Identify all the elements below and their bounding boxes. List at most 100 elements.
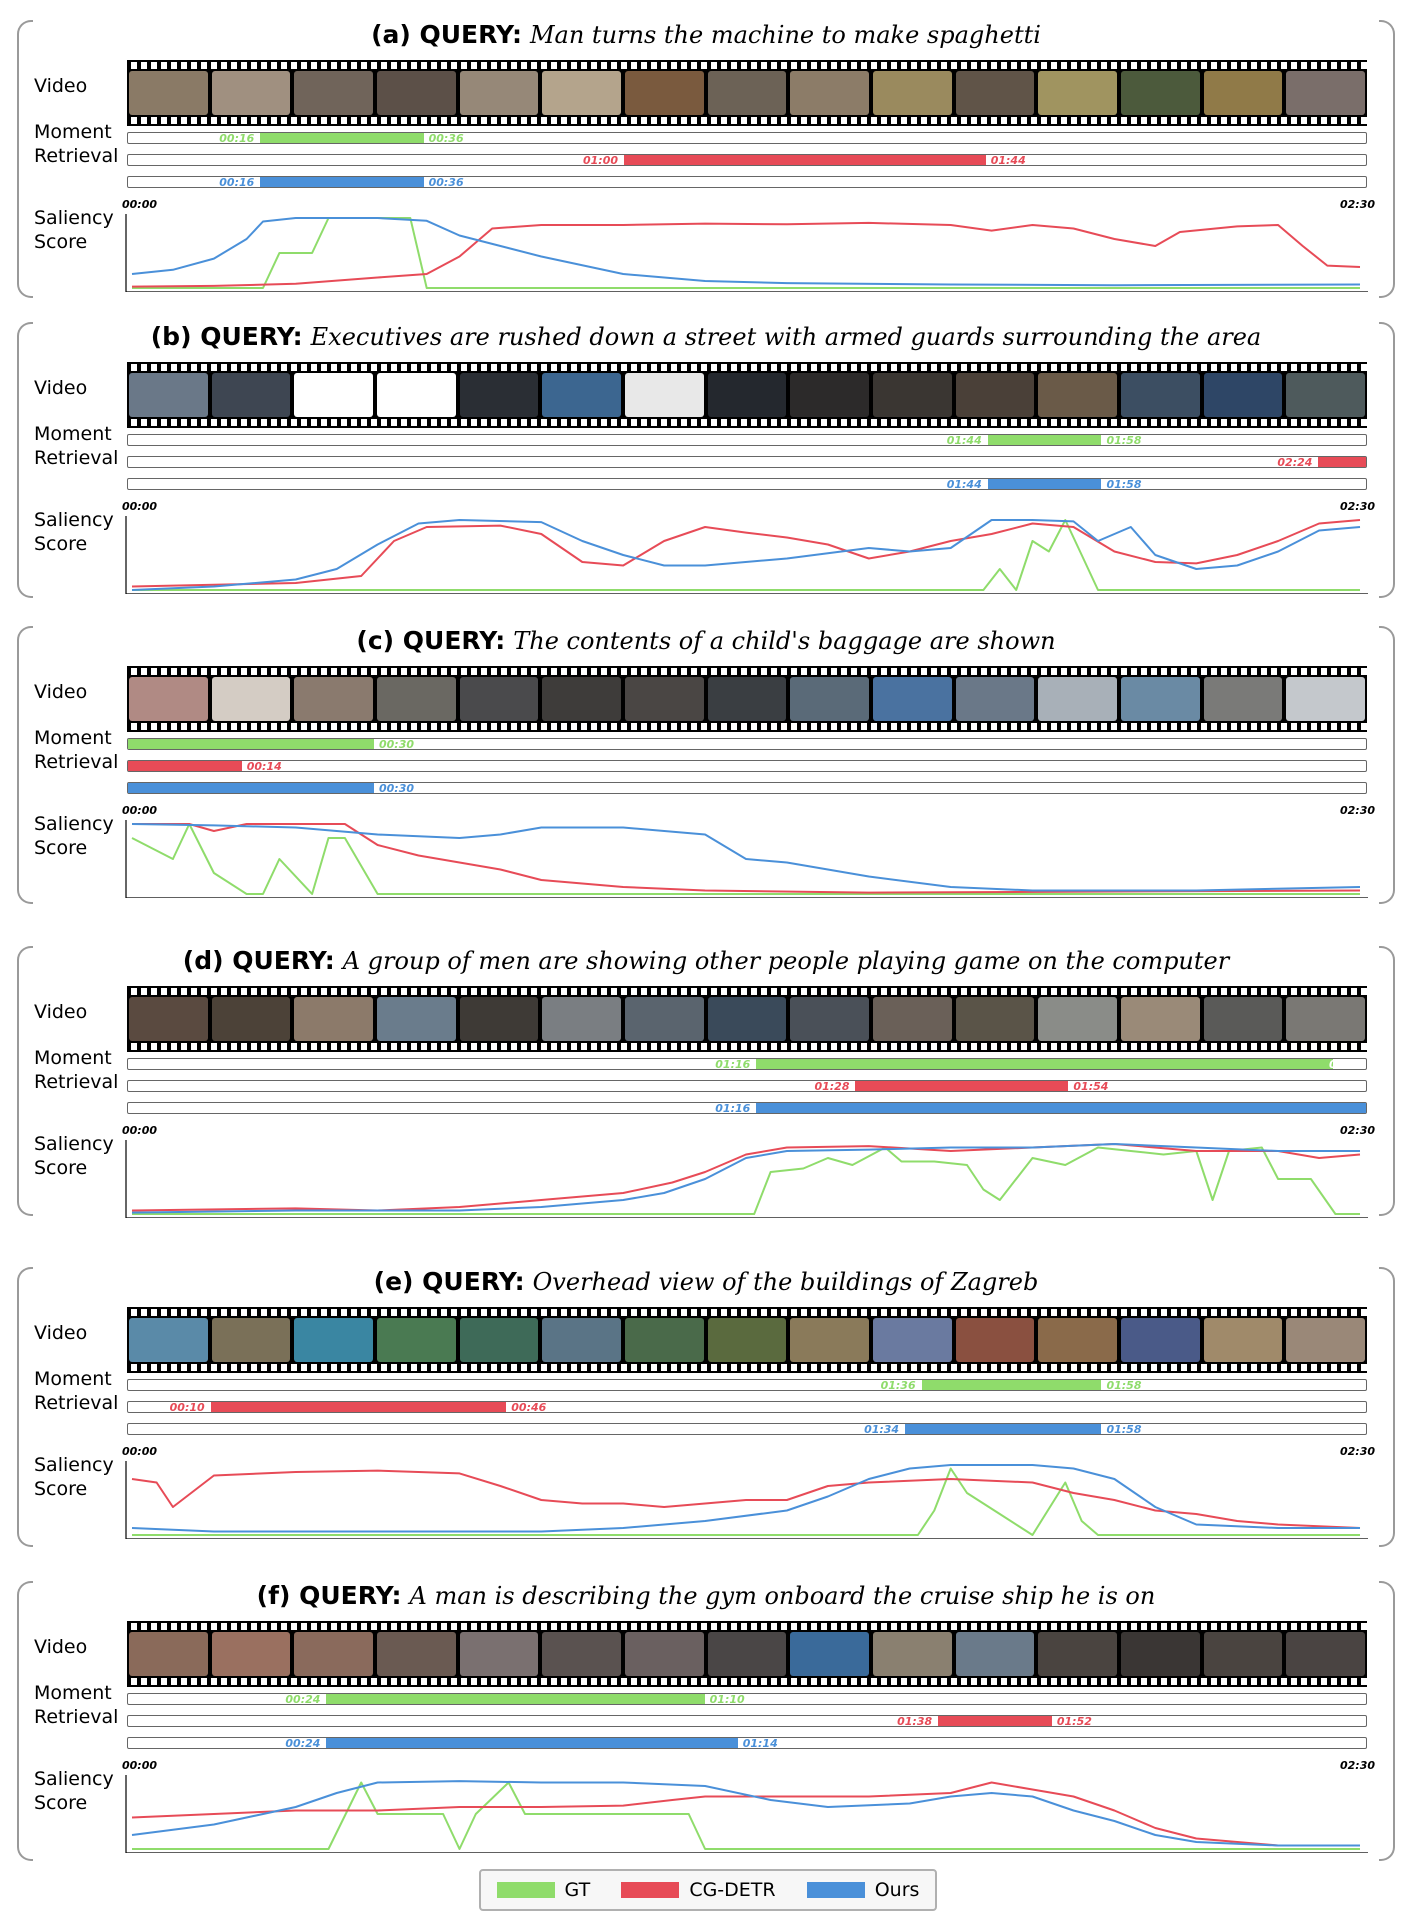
moment-track-ours: 01:34 01:58 xyxy=(127,1423,1367,1436)
panel-f: (f) QUERY: A man is describing the gym on… xyxy=(0,1581,1412,1861)
moment-retrieval-label: Moment xyxy=(34,121,112,143)
video-frame xyxy=(707,1318,787,1362)
video-frame xyxy=(790,373,870,417)
video-frame xyxy=(955,1318,1035,1362)
moment-end-label: 00:14 xyxy=(246,760,282,773)
legend-swatch-gt xyxy=(496,1882,555,1898)
video-frame xyxy=(707,997,787,1041)
video-frame xyxy=(1038,1318,1118,1362)
moment-segment-gt xyxy=(987,435,1102,445)
moment-start-label: 01:44 xyxy=(946,434,982,447)
video-filmstrip xyxy=(127,362,1367,428)
saliency-chart: 0.010.020.030.040.050.060.070.080.090.01… xyxy=(125,516,1368,594)
video-frame xyxy=(1286,997,1366,1041)
moment-segment-cgdetr xyxy=(938,1716,1052,1726)
moment-retrieval-label: Retrieval xyxy=(34,1071,119,1093)
moment-start-label: 00:24 xyxy=(285,1693,321,1706)
video-frames xyxy=(129,373,1366,417)
moment-end-label: 00:36 xyxy=(428,132,464,145)
query-prefix: (d) QUERY: xyxy=(182,946,335,975)
moment-end-label: 01:44 xyxy=(990,154,1026,167)
moment-end-label: 01:58 xyxy=(1106,478,1142,491)
moment-segment-gt xyxy=(128,739,374,749)
query-text: A group of men are showing other people … xyxy=(342,947,1230,975)
query-prefix: (b) QUERY: xyxy=(150,322,303,351)
series-line-cgdetr xyxy=(131,519,1361,588)
moment-track-cgdetr: 01:00 01:44 xyxy=(127,154,1367,167)
film-perforation xyxy=(127,117,1367,124)
video-frame xyxy=(1203,1632,1283,1676)
legend-item-ours: Ours xyxy=(806,1879,919,1901)
query-prefix: (a) QUERY: xyxy=(371,20,522,49)
panel-bracket-left xyxy=(17,20,33,298)
moment-segment-ours xyxy=(987,479,1102,489)
timeline-end: 02:30 xyxy=(1340,1445,1376,1458)
saliency-chart: 0.010.020.030.040.050.060.070.080.090.01… xyxy=(125,1461,1368,1539)
video-frame xyxy=(873,71,952,115)
film-perforation xyxy=(127,988,1367,995)
video-frame xyxy=(790,1632,870,1676)
video-frame xyxy=(542,1318,622,1362)
video-frame xyxy=(1286,373,1366,417)
moment-end-label: 02:26 xyxy=(1328,1058,1364,1071)
video-frame xyxy=(873,677,952,721)
series-line-ours xyxy=(131,1780,1360,1847)
moment-segment-cgdetr xyxy=(128,761,242,771)
panel-d: (d) QUERY: A group of men are showing oth… xyxy=(0,946,1412,1218)
moment-track-ours: 01:16 xyxy=(127,1102,1367,1115)
video-frame xyxy=(1038,1632,1118,1676)
moment-segment-cgdetr xyxy=(855,1081,1069,1091)
query-prefix: (c) QUERY: xyxy=(356,626,506,655)
video-frame xyxy=(1121,373,1200,417)
timeline-start: 00:00 xyxy=(122,1759,158,1772)
video-frame xyxy=(873,1632,952,1676)
moment-segment-cgdetr xyxy=(1318,457,1366,467)
video-frame xyxy=(294,997,374,1041)
video-frame xyxy=(129,677,208,721)
video-frame xyxy=(1203,997,1283,1041)
video-frame xyxy=(377,677,456,721)
video-frame xyxy=(790,677,870,721)
series-line-ours xyxy=(131,217,1361,287)
film-perforation xyxy=(127,419,1367,426)
query-text: Overhead view of the buildings of Zagreb xyxy=(532,1268,1039,1296)
moment-retrieval-label: Retrieval xyxy=(34,751,119,773)
legend-item-gt: GT xyxy=(496,1879,590,1901)
moment-start-label: 01:16 xyxy=(715,1102,751,1115)
video-frame xyxy=(294,71,374,115)
video-frame xyxy=(211,71,291,115)
video-frame xyxy=(625,997,704,1041)
moment-segment-cgdetr xyxy=(210,1402,507,1412)
moment-segment-ours xyxy=(128,783,374,793)
moment-track-ours: 00:30 xyxy=(127,782,1367,795)
video-frame xyxy=(1286,677,1366,721)
video-frame xyxy=(955,71,1035,115)
video-frame xyxy=(873,997,952,1041)
video-frame xyxy=(625,373,704,417)
moment-end-label: 01:52 xyxy=(1056,1715,1092,1728)
video-label: Video xyxy=(34,681,88,703)
query-title: (f) QUERY: A man is describing the gym on… xyxy=(0,1581,1412,1617)
moment-start-label: 02:24 xyxy=(1277,456,1313,469)
video-frame xyxy=(1286,1632,1366,1676)
video-frame xyxy=(625,677,704,721)
legend-item-cgdetr: CG-DETR xyxy=(621,1879,776,1901)
series-line-gt xyxy=(131,823,1360,895)
panel-bracket-right xyxy=(1379,322,1395,598)
saliency-chart: 0.010.020.030.040.050.060.070.080.090.01… xyxy=(125,1775,1368,1853)
timeline-start: 00:00 xyxy=(122,804,158,817)
moment-end-label: 01:58 xyxy=(1106,434,1142,447)
video-frames xyxy=(129,71,1366,115)
moment-track-cgdetr: 01:28 01:54 xyxy=(127,1080,1367,1093)
series-line-cgdetr xyxy=(131,1781,1360,1847)
video-frame xyxy=(707,677,787,721)
video-frame xyxy=(790,997,870,1041)
video-frame xyxy=(707,1632,787,1676)
film-perforation xyxy=(127,723,1367,730)
moment-segment-ours xyxy=(260,177,424,187)
timeline-end: 02:30 xyxy=(1340,1759,1376,1772)
moment-segment-ours xyxy=(756,1103,1366,1113)
video-frame xyxy=(377,1632,456,1676)
moment-start-label: 01:34 xyxy=(864,1423,900,1436)
video-frame xyxy=(377,71,456,115)
